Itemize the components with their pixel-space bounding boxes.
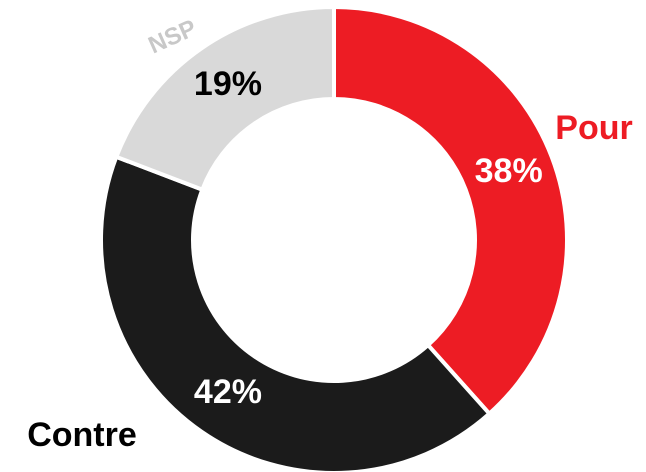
donut-segment — [332, 4, 569, 417]
category-label: NSP — [144, 15, 200, 60]
category-label: Pour — [555, 109, 632, 147]
donut-segment — [113, 4, 336, 193]
value-label: 19% — [194, 65, 262, 103]
value-label: 38% — [475, 152, 543, 190]
donut-segment — [99, 154, 493, 472]
category-label: Contre — [27, 416, 137, 454]
value-label: 42% — [194, 373, 262, 411]
